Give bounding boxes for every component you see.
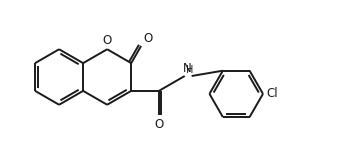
Text: N: N — [183, 62, 191, 75]
Text: Cl: Cl — [266, 87, 278, 100]
Text: O: O — [102, 34, 112, 47]
Text: H: H — [186, 65, 193, 75]
Text: O: O — [154, 118, 164, 131]
Text: O: O — [143, 32, 152, 45]
